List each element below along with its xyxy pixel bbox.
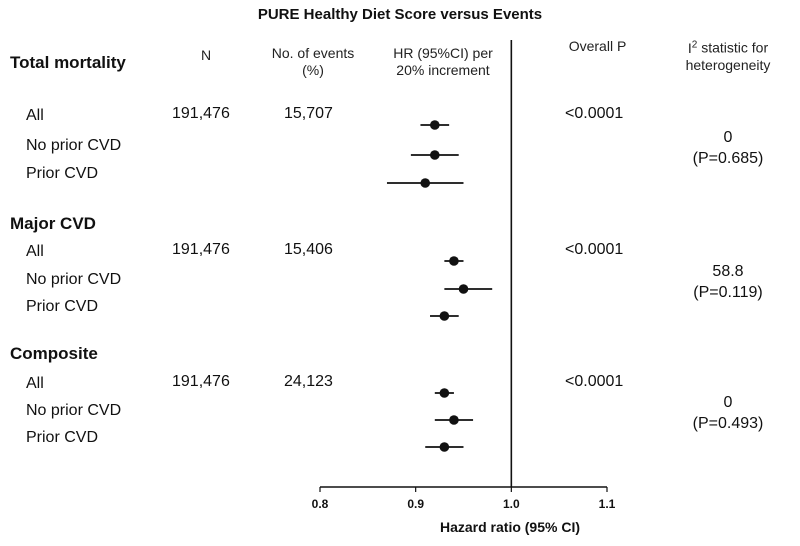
hr-point-1-1 [458,284,469,294]
header-events: No. of events (%) [271,45,355,78]
x-tick-label-1: 0.9 [407,497,424,511]
group-title-composite: Composite [10,344,98,363]
n-value-composite: 191,476 [172,373,230,390]
row-label-total-mortality-all: All [26,107,44,124]
row-label-composite-no-prior-cvd: No prior CVD [26,402,122,419]
i2-p-total-mortality: (P=0.685) [692,150,764,167]
x-tick-label-3: 1.1 [599,497,616,511]
overall-p-total-mortality: <0.0001 [565,105,624,122]
row-label-total-mortality-prior-cvd: Prior CVD [26,165,99,182]
row-label-total-mortality-no-prior-cvd: No prior CVD [26,137,122,154]
i2-value-total-mortality: 0 [723,129,733,146]
x-axis-label: Hazard ratio (95% CI) [439,519,581,535]
header-i2: I2 statistic for heterogeneity [658,36,798,74]
hr-point-1-0 [449,256,459,266]
row-label-major-cvd-prior-cvd: Prior CVD [26,298,99,315]
i2-symbol: I2 [687,39,698,56]
hr-point-0-1 [430,150,440,160]
chart-title: PURE Healthy Diet Score versus Events [257,6,543,23]
row-label-composite-all: All [26,375,44,392]
header-i2-text: statistic for heterogeneity [685,39,771,73]
header-hr: HR (95%CI) per 20% increment [393,45,493,78]
row-label-major-cvd-all: All [26,243,44,260]
overall-p-major-cvd: <0.0001 [565,241,624,258]
i2-p-composite: (P=0.493) [692,415,764,432]
n-value-major-cvd: 191,476 [172,241,230,258]
group-title-total-mortality: Total mortality [10,53,126,72]
events-value-total-mortality: 15,707 [284,105,333,122]
hr-point-2-2 [439,442,450,452]
hr-point-0-2 [420,178,431,188]
heterogeneity-composite: 0 (P=0.493) [668,392,788,434]
heterogeneity-major-cvd: 58.8 (P=0.119) [668,261,788,303]
i2-value-major-cvd: 58.8 [712,263,744,280]
overall-p-composite: <0.0001 [565,373,624,390]
hr-point-0-0 [430,120,440,130]
events-value-major-cvd: 15,406 [284,241,333,258]
heterogeneity-total-mortality: 0 (P=0.685) [668,127,788,169]
i2-value-composite: 0 [723,394,733,411]
header-overall-p: Overall P [568,38,627,54]
header-n: N [200,47,212,63]
events-value-composite: 24,123 [284,373,333,390]
hr-point-2-1 [449,415,459,425]
group-title-major-cvd: Major CVD [10,214,96,233]
row-label-major-cvd-no-prior-cvd: No prior CVD [26,271,122,288]
i2-p-major-cvd: (P=0.119) [693,284,763,301]
row-label-composite-prior-cvd: Prior CVD [26,429,99,446]
n-value-total-mortality: 191,476 [172,105,230,122]
hr-point-1-2 [439,311,450,321]
hr-point-2-0 [439,388,450,398]
x-tick-label-0: 0.8 [312,497,329,511]
x-tick-label-2: 1.0 [503,497,520,511]
